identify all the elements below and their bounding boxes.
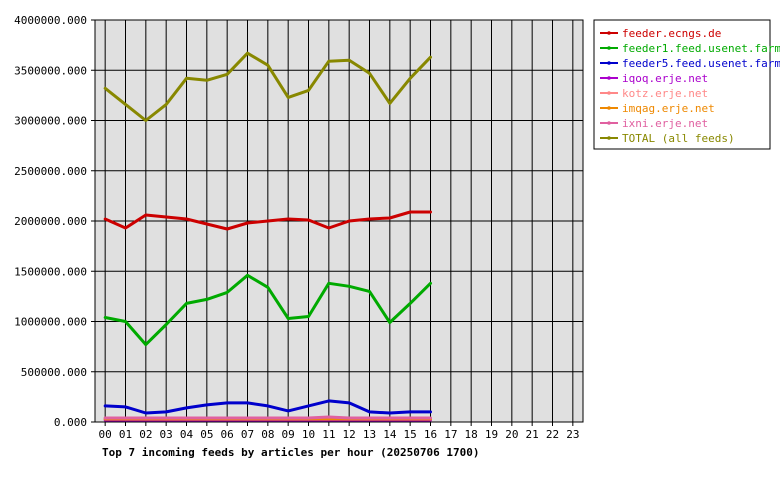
legend-box — [593, 19, 771, 150]
x-tick-label: 08 — [261, 428, 274, 441]
x-tick-label: 05 — [200, 428, 213, 441]
x-tick-label: 20 — [505, 428, 518, 441]
series-line — [103, 210, 432, 231]
legend-marker — [607, 106, 611, 110]
x-tick-label: 06 — [221, 428, 234, 441]
legend-label: iqoq.erje.net — [622, 72, 708, 85]
legend-label: kotz.erje.net — [622, 87, 708, 100]
y-tick-label: 1000000.000 — [14, 316, 87, 329]
x-tick-label: 14 — [383, 428, 397, 441]
series-line — [103, 399, 432, 415]
chart-title: Top 7 incoming feeds by articles per hou… — [102, 446, 480, 459]
x-tick-label: 19 — [485, 428, 498, 441]
y-tick-label: 1500000.000 — [14, 265, 87, 278]
legend-label: imqag.erje.net — [622, 102, 715, 115]
x-tick-label: 03 — [160, 428, 173, 441]
x-tick-label: 22 — [546, 428, 559, 441]
legend-marker — [607, 31, 611, 35]
x-tick-label: 11 — [322, 428, 335, 441]
x-tick-label: 02 — [139, 428, 152, 441]
legend-marker — [607, 136, 611, 140]
x-tick-label: 12 — [343, 428, 356, 441]
x-tick-label: 15 — [404, 428, 417, 441]
x-tick-label: 07 — [241, 428, 254, 441]
y-axis-ticks: 0.000 500000.000 1000000.000 1500000.000 200… — [14, 14, 95, 429]
x-tick-label: 16 — [424, 428, 437, 441]
x-tick-label: 17 — [444, 428, 457, 441]
legend: feeder.ecngs.de feeder1.feed.usenet.farm f… — [593, 19, 780, 150]
x-tick-label: 10 — [302, 428, 315, 441]
legend-label: ixni.erje.net — [622, 117, 708, 130]
y-tick-label: 3500000.000 — [14, 64, 87, 77]
legend-label: feeder.ecngs.de — [622, 27, 721, 40]
series-lines — [103, 51, 432, 422]
legend-marker — [607, 61, 611, 65]
legend-label: TOTAL (all feeds) — [622, 132, 735, 145]
x-tick-label: 13 — [363, 428, 376, 441]
legend-marker — [607, 76, 611, 80]
series-line — [103, 51, 432, 122]
y-tick-label: 4000000.000 — [14, 14, 87, 27]
x-tick-label: 23 — [566, 428, 579, 441]
legend-label: feeder5.feed.usenet.farm — [622, 57, 780, 70]
legend-marker — [607, 121, 611, 125]
series-line — [103, 415, 432, 420]
y-tick-label: 2500000.000 — [14, 165, 87, 178]
legend-label: feeder1.feed.usenet.farm — [622, 42, 780, 55]
x-tick-label: 00 — [99, 428, 112, 441]
x-tick-label: 04 — [180, 428, 194, 441]
x-tick-label: 18 — [465, 428, 478, 441]
x-tick-label: 21 — [526, 428, 539, 441]
x-axis-ticks: 00 01 02 03 04 05 06 07 08 09 10 11 12 13 14 15 16 17 18 19… — [99, 422, 579, 441]
y-tick-label: 500000.000 — [21, 366, 87, 379]
x-tick-label: 01 — [119, 428, 132, 441]
series-line — [103, 273, 432, 347]
y-tick-label: 3000000.000 — [14, 115, 87, 128]
legend-marker — [607, 46, 611, 50]
y-tick-label: 0.000 — [54, 416, 87, 429]
x-tick-label: 09 — [282, 428, 295, 441]
y-tick-label: 2000000.000 — [14, 215, 87, 228]
legend-marker — [607, 91, 611, 95]
